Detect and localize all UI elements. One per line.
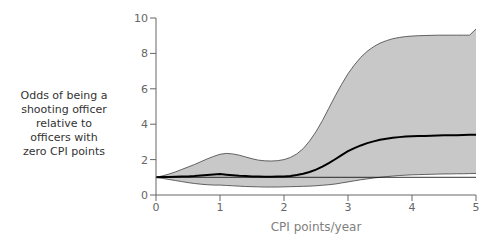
svg-text:8: 8 (141, 47, 148, 60)
svg-text:3: 3 (345, 201, 352, 214)
html-text:Odds of being a shooting offic: Odds of being a shooting officer relativ… (20, 88, 108, 158)
svg-text:0: 0 (153, 201, 160, 214)
svg-text:1: 1 (217, 201, 224, 214)
svg-text:10: 10 (134, 12, 148, 25)
svg-text:5: 5 (473, 201, 480, 214)
svg-text:0: 0 (141, 189, 148, 202)
svg-text:4: 4 (409, 201, 416, 214)
svg-text:2: 2 (281, 201, 288, 214)
svg-text:CPI points/year: CPI points/year (271, 220, 362, 234)
svg-text:4: 4 (141, 118, 148, 131)
svg-text:2: 2 (141, 154, 148, 167)
svg-text:6: 6 (141, 83, 148, 96)
